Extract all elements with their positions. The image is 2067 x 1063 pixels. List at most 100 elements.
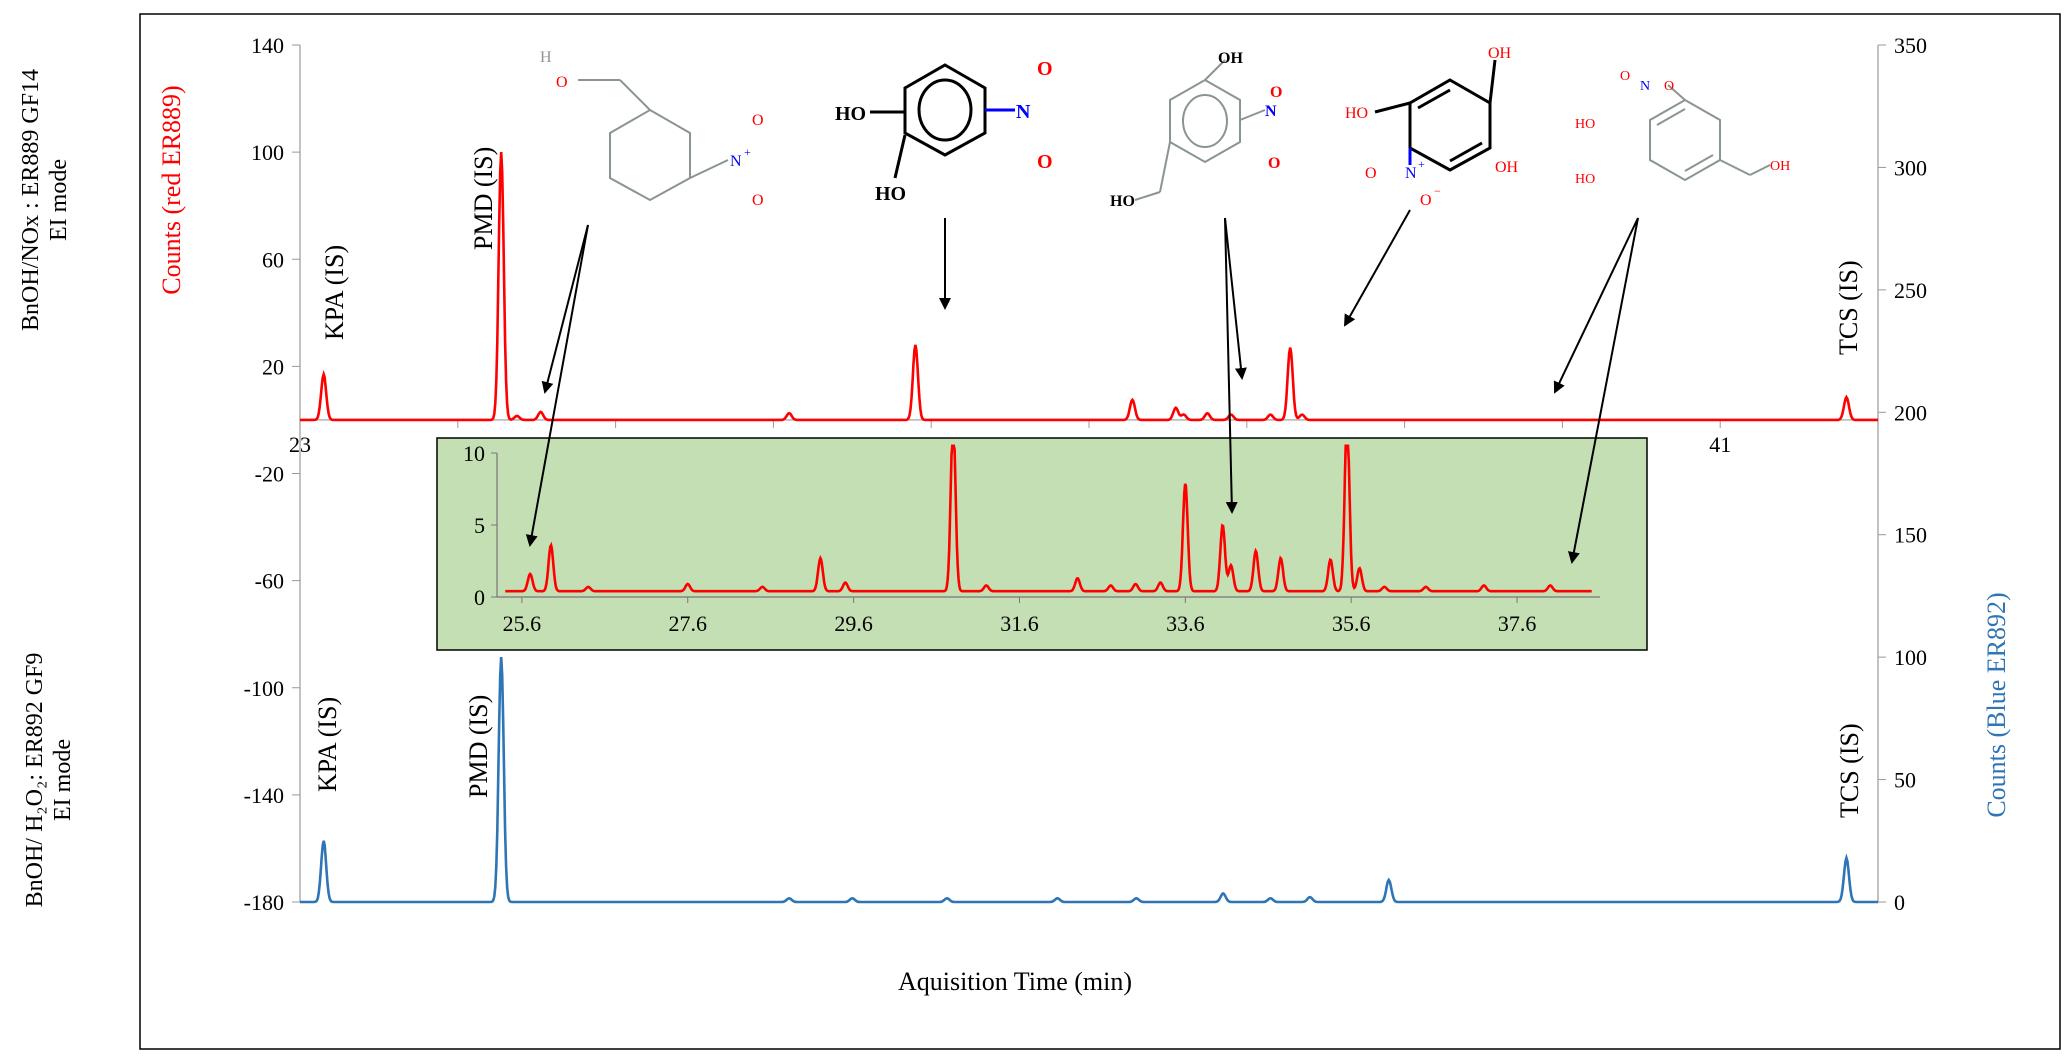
- struct5-ho2: HO: [1575, 172, 1595, 187]
- x-axis-title: Aquisition Time (min): [898, 967, 1132, 996]
- arrow-3a: [1224, 217, 1247, 380]
- inset-x-tick-label: 33.6: [1166, 611, 1205, 636]
- struct1-o: O: [556, 74, 568, 91]
- inset-x-tick-label: 27.6: [668, 611, 707, 636]
- series-layer: [300, 152, 1878, 904]
- left-tick-label: 100: [251, 140, 284, 165]
- arrow-1a: [541, 224, 589, 394]
- inset-zoom: 10 5 0 25.6 27.6 29.6 31.6 33.6 35.6 37.6: [436, 437, 1648, 651]
- right-tick-label: 250: [1894, 278, 1927, 303]
- row-label-top-line2: EI mode: [46, 159, 72, 241]
- struct4-o1: O: [1365, 165, 1377, 182]
- inset-series-layer: [505, 444, 1592, 593]
- benzene-ring-2: [903, 63, 987, 157]
- inset-y-tick-label: 0: [474, 585, 485, 610]
- inset-series-line: [505, 444, 1592, 593]
- inset-x-tick-label: 35.6: [1332, 611, 1371, 636]
- right-tick-label: 150: [1894, 523, 1927, 548]
- label-tcs-top: TCS (IS): [1834, 260, 1863, 355]
- series-line-0: [300, 152, 1878, 422]
- struct1-n: N: [730, 153, 742, 170]
- struct4-oh2: OH: [1495, 159, 1519, 176]
- struct1-o2: O: [752, 112, 764, 129]
- struct2-o1: O: [1037, 58, 1053, 80]
- label-tcs-bottom: TCS (IS): [1835, 723, 1864, 818]
- left-tick-label: -180: [244, 890, 284, 915]
- struct1-o3: O: [752, 192, 764, 209]
- left-tick-label: 20: [262, 354, 284, 379]
- arrow-4: [1344, 209, 1411, 327]
- left-tick-label: 140: [251, 33, 284, 58]
- right-tick-label: 100: [1894, 645, 1927, 670]
- inset-axes: 10 5 0 25.6 27.6 29.6 31.6 33.6 35.6 37.6: [463, 441, 1600, 636]
- left-tick-label: 60: [262, 247, 284, 272]
- right-tick-label: 50: [1894, 768, 1916, 793]
- struct5-o2: O: [1664, 79, 1674, 94]
- inset-y-tick-label: 10: [463, 441, 485, 466]
- right-tick-label: 350: [1894, 33, 1927, 58]
- structure-hydroxy-nitrobenzyl-alcohol: [1134, 59, 1266, 201]
- benzene-ring-3: [1169, 78, 1241, 164]
- right-tick-label: 300: [1894, 155, 1927, 180]
- row-label-top: BnOH/NOx : ER889 GF14 EI mode: [18, 69, 72, 331]
- label-pmd-bottom: PMD (IS): [464, 695, 493, 798]
- left-tick-label: -20: [255, 462, 284, 487]
- struct3-n: N: [1265, 103, 1277, 120]
- right-axis-title: Counts (Blue ER892): [1982, 592, 2011, 817]
- right-tick-label: 0: [1894, 890, 1905, 915]
- benzene-ring-1: [609, 108, 691, 202]
- struct3-ho: HO: [1110, 193, 1135, 210]
- row-label-top-line1: BnOH/NOx : ER889 GF14: [18, 69, 44, 331]
- x-tick-label: 41: [1709, 432, 1731, 457]
- struct4-n: N: [1405, 165, 1417, 182]
- arrow-5a: [1553, 217, 1639, 394]
- inset-background: [436, 437, 1648, 651]
- struct4-ho: HO: [1345, 105, 1368, 122]
- structure-dihydroxy-nitrobenzyl-alcohol: [1649, 84, 1771, 182]
- inset-x-tick-label: 31.6: [1000, 611, 1039, 636]
- inset-y-tick-label: 5: [474, 513, 485, 538]
- struct5-ho1: HO: [1575, 117, 1595, 132]
- struct4-o2: O: [1420, 192, 1432, 209]
- left-axis-title: Counts (red ER889): [157, 85, 186, 294]
- arrow-1b: [525, 224, 589, 547]
- struct4-plus: +: [1418, 157, 1425, 171]
- struct1-plus: +: [744, 145, 751, 159]
- row-label-bottom-line1: BnOH/ H₂O₂: ER892 GF9: [22, 653, 48, 908]
- struct3-o1: O: [1270, 84, 1282, 101]
- left-tick-label: -140: [244, 783, 284, 808]
- axes: 1401006020-20-60-100-140-180350300250200…: [244, 33, 1927, 915]
- annotation-arrows: [525, 209, 1639, 564]
- inset-x-tick-label: 25.6: [503, 611, 542, 636]
- structure-4-nitrocatechol: [870, 63, 1015, 179]
- struct4-minus: −: [1434, 184, 1441, 198]
- label-kpa-bottom: KPA (IS): [313, 697, 342, 792]
- struct2-o2: O: [1037, 151, 1053, 173]
- right-tick-label: 200: [1894, 400, 1927, 425]
- x-tick-label: 23: [289, 432, 311, 457]
- struct1-h: H: [540, 49, 552, 66]
- label-pmd-top: PMD (IS): [469, 147, 498, 250]
- left-tick-label: -60: [255, 569, 284, 594]
- struct5-n: N: [1640, 79, 1650, 94]
- struct3-o2: O: [1268, 155, 1280, 172]
- struct5-oh: OH: [1770, 159, 1790, 174]
- structure-nitrobenzenetriol: [1374, 59, 1497, 172]
- left-tick-label: -100: [244, 676, 284, 701]
- arrow-3b: [1224, 217, 1238, 514]
- inset-x-tick-label: 37.6: [1498, 611, 1537, 636]
- row-label-bottom-line2: EI mode: [50, 739, 76, 821]
- struct2-ho2: HO: [875, 183, 906, 205]
- struct5-o1: O: [1620, 69, 1630, 84]
- struct4-oh1: OH: [1488, 45, 1512, 62]
- structure-3-nitrobenzyl-alcohol: [578, 79, 729, 202]
- row-label-bottom: BnOH/ H₂O₂: ER892 GF9 EI mode: [22, 653, 76, 908]
- series-line-1: [300, 657, 1878, 904]
- arrow-5b: [1567, 217, 1639, 564]
- struct2-ho1: HO: [835, 103, 866, 125]
- inset-x-tick-label: 29.6: [834, 611, 873, 636]
- struct3-oh: OH: [1218, 50, 1243, 67]
- struct2-n: N: [1016, 101, 1031, 123]
- label-kpa-top: KPA (IS): [320, 245, 349, 340]
